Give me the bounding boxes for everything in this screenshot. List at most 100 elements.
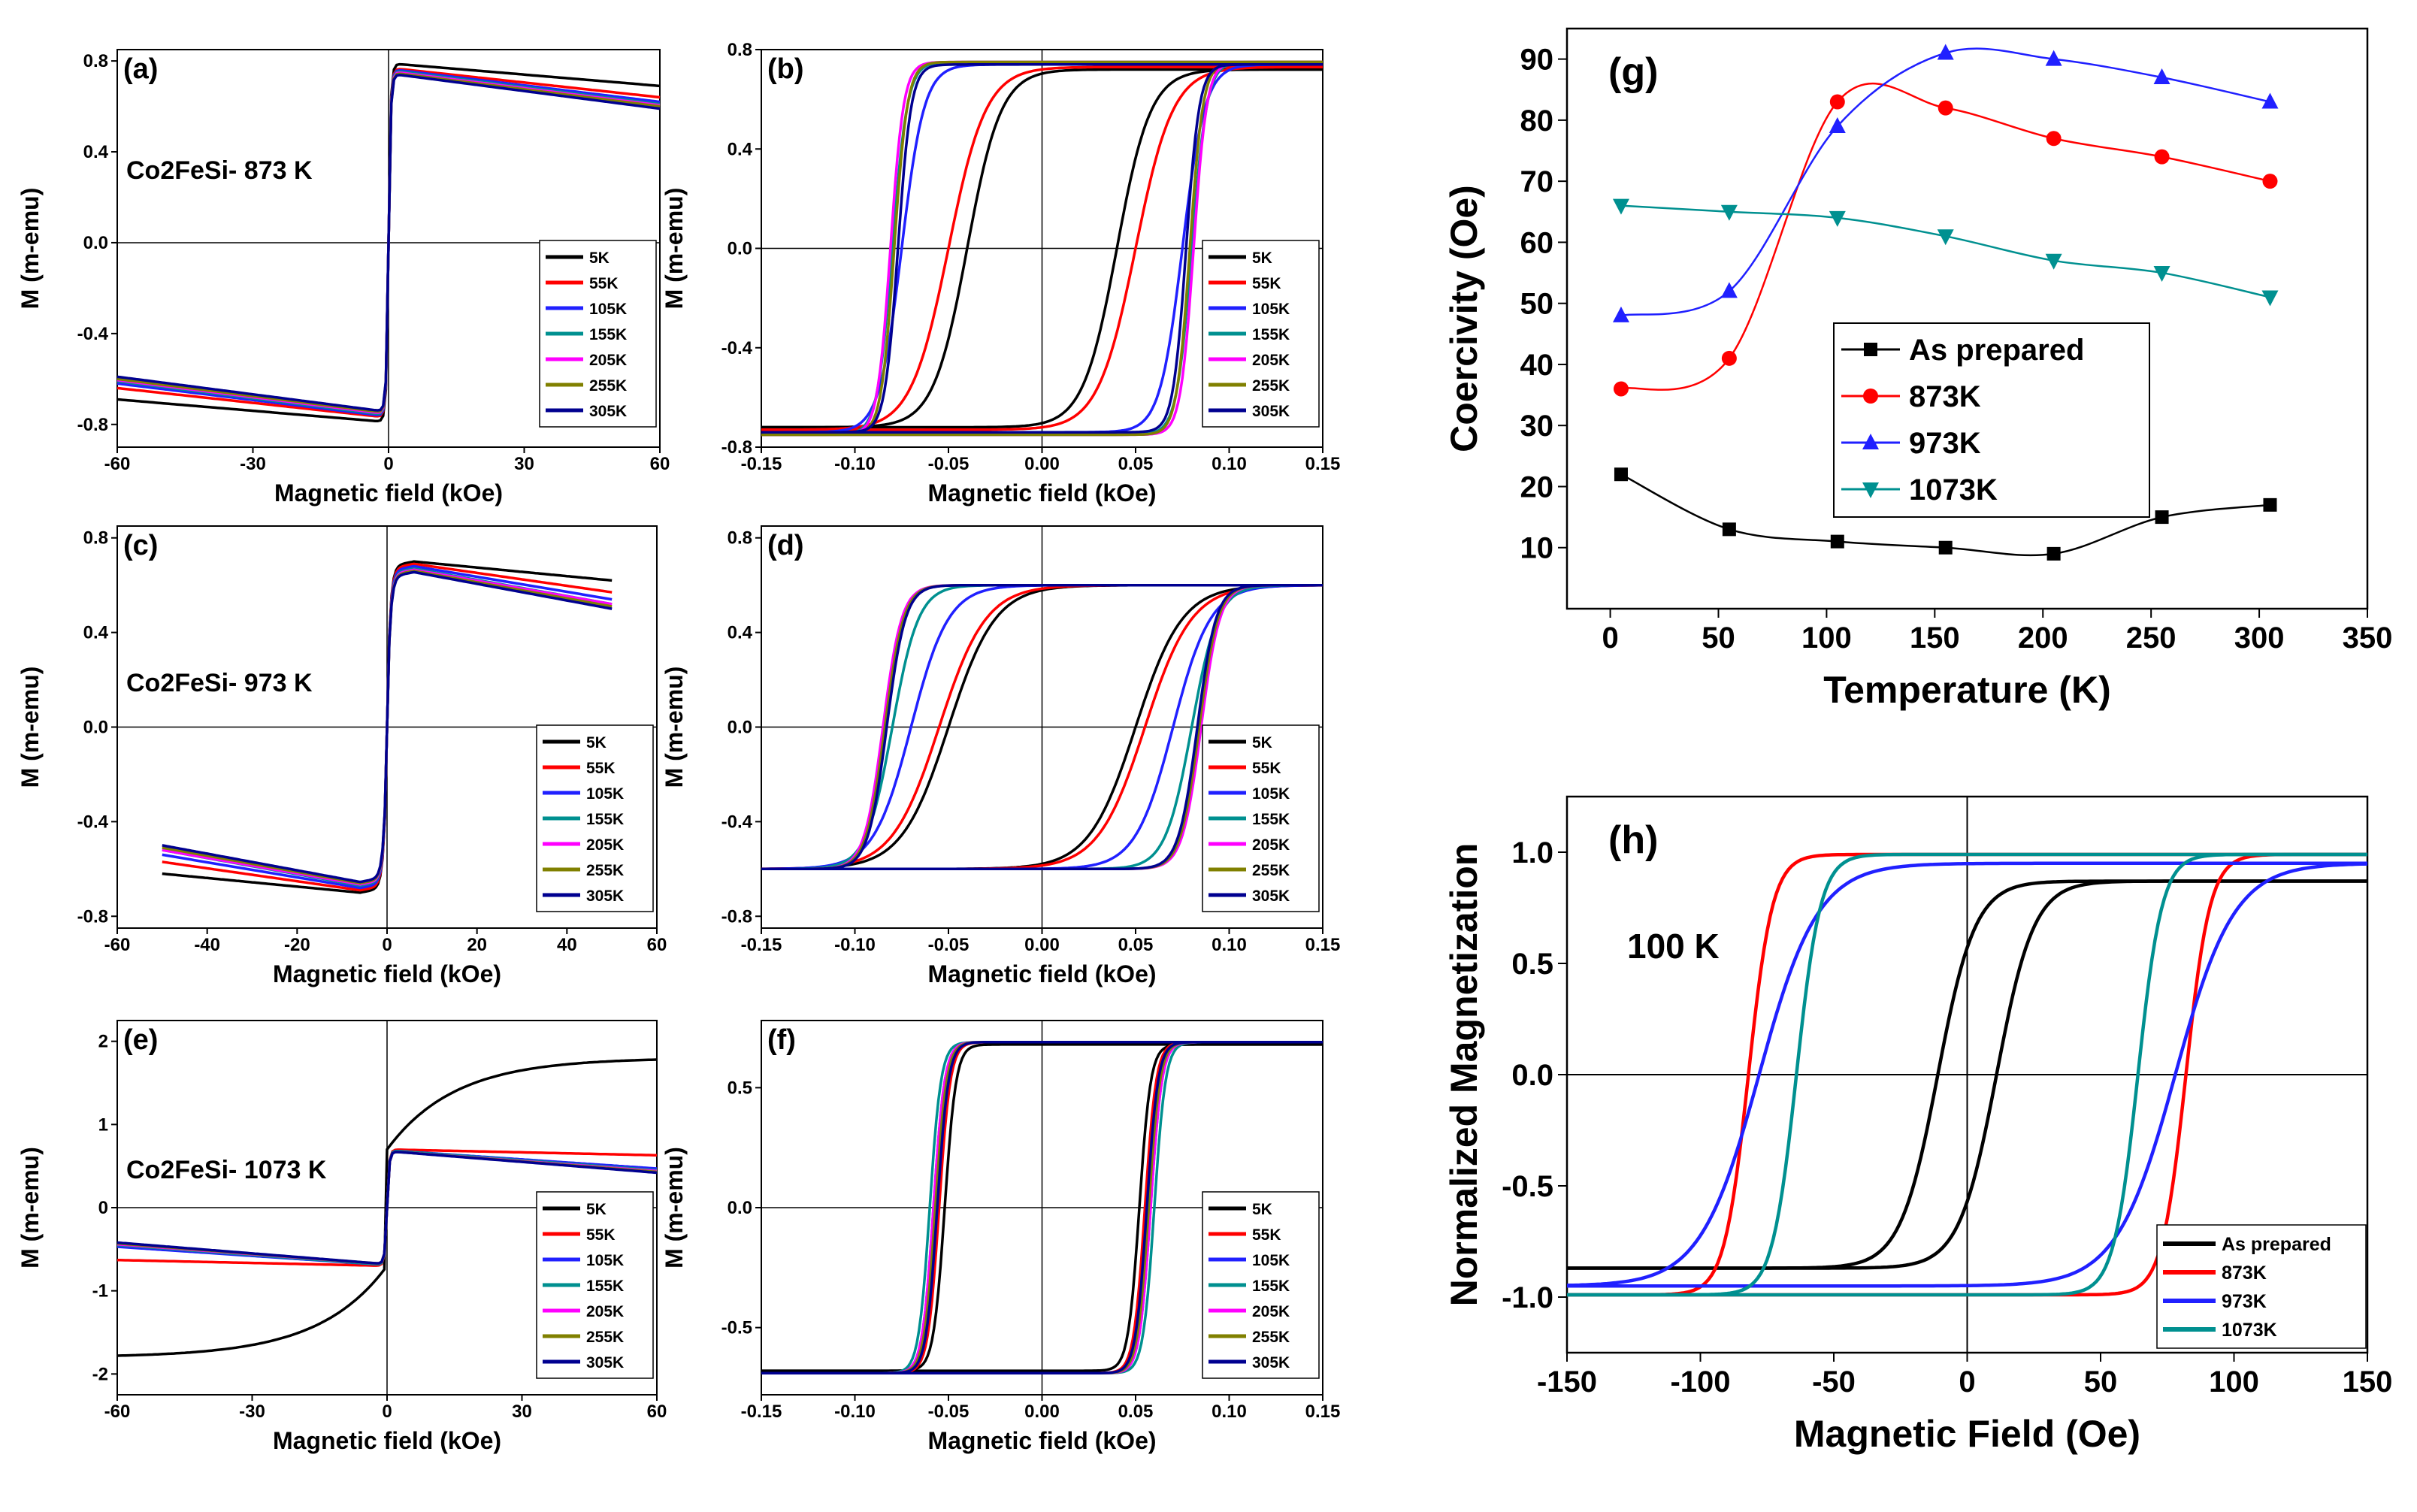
x-tick-label: -60: [104, 1402, 131, 1422]
annotation-text: Co2FeSi- 973 K: [126, 669, 313, 697]
y-tick-label: -0.8: [721, 906, 752, 927]
panel-f: -0.15 -0.10 -0.05 0.00 0.05 0.10 0.15 -0.5 0.0 0.…: [661, 1020, 1340, 1454]
legend-label: 5K: [1252, 734, 1272, 751]
y-axis-label: M (m-emu): [661, 1147, 688, 1269]
legend-label: 205K: [589, 352, 627, 369]
legend-label: 255K: [586, 862, 624, 879]
legend-box: [1202, 724, 1320, 912]
x-tick-label: -0.10: [834, 1402, 876, 1422]
x-tick-label: -40: [194, 935, 220, 955]
x-axis-label: Magnetic field (kOe): [927, 479, 1156, 507]
data-point-1073K: [1937, 229, 1954, 246]
x-tick-label: -0.05: [928, 454, 970, 474]
x-tick-label: 150: [1910, 621, 1960, 655]
legend-marker: [1862, 482, 1879, 498]
x-tick-label: 20: [467, 935, 487, 955]
legend-label: 155K: [1252, 811, 1290, 828]
y-tick-label: 0.0: [83, 233, 108, 253]
legend-label: 55K: [1252, 760, 1281, 777]
x-tick-label: 30: [512, 1402, 532, 1422]
legend-label: 55K: [1252, 275, 1281, 292]
legend-label: 305K: [586, 1354, 624, 1371]
legend-box: [1833, 322, 2150, 518]
legend-label: 105K: [589, 301, 627, 318]
x-tick-label: 0.15: [1305, 454, 1341, 474]
panel-e: -60 -30 0 30 60 -2 -1 0 1 2 Magnetic field (kOe) M …: [17, 1020, 667, 1454]
panel-label: (e): [123, 1024, 158, 1056]
data-point-As prepared: [1830, 534, 1844, 549]
data-point-973K: [1612, 306, 1629, 322]
y-tick-label: -2: [92, 1364, 108, 1384]
y-tick-label: 0.8: [83, 528, 108, 549]
y-tick-label: 0: [98, 1198, 108, 1218]
y-tick-label: 0.0: [728, 1198, 752, 1218]
y-tick-label: -0.5: [1502, 1170, 1553, 1203]
legend-label: 205K: [586, 1303, 624, 1320]
panel-label: (c): [123, 530, 158, 561]
legend-label: 305K: [589, 403, 627, 420]
x-tick-label: 100: [1801, 621, 1852, 655]
y-axis-label: Normalized Magnetization: [1443, 843, 1485, 1307]
y-tick-label: -0.8: [77, 415, 108, 435]
legend-label: 155K: [1252, 1278, 1290, 1295]
x-tick-label: -0.05: [928, 1402, 970, 1422]
legend-marker: [1864, 343, 1877, 356]
legend-label: 305K: [1252, 403, 1290, 420]
data-point-1073K: [2045, 253, 2062, 270]
x-tick-label: -0.15: [741, 935, 782, 955]
legend-label: 205K: [586, 836, 624, 854]
y-tick-label: 80: [1520, 104, 1554, 138]
legend-label: 305K: [1252, 888, 1290, 905]
data-point-1073K: [2261, 290, 2279, 307]
legend-label: 155K: [589, 326, 627, 343]
y-axis-label: M (m-emu): [661, 188, 688, 310]
data-point-873K: [2154, 149, 2170, 165]
legend-label: 155K: [586, 1278, 624, 1295]
data-point-As prepared: [1722, 522, 1736, 537]
panel-label: (g): [1608, 50, 1658, 94]
data-point-973K: [2261, 92, 2279, 109]
x-tick-label: 30: [514, 454, 534, 474]
y-tick-label: 0.0: [728, 718, 752, 738]
x-tick-label: 0.05: [1118, 1402, 1154, 1422]
legend-label: 1073K: [2222, 1320, 2277, 1341]
y-axis-label: M (m-emu): [17, 1147, 44, 1269]
panel-a: -60 -30 0 30 60 -0.8 -0.4 0.0 0.4 0.8 Magnetic fie…: [17, 49, 670, 507]
y-tick-label: -0.4: [721, 812, 753, 832]
series-line-973K: [1567, 862, 2368, 1288]
series-line-305K: [116, 1151, 658, 1265]
series-line-973K: [1566, 861, 2367, 1287]
series-line-305K: [116, 74, 661, 412]
y-axis-label: Coercivity (Oe): [1443, 185, 1485, 452]
x-tick-label: 0.10: [1212, 1402, 1247, 1422]
y-tick-label: 2: [98, 1032, 108, 1052]
x-axis-label: Magnetic field (kOe): [273, 1427, 501, 1454]
x-tick-label: -30: [240, 454, 266, 474]
x-tick-label: 0.00: [1024, 454, 1060, 474]
y-tick-label: 0.8: [728, 40, 752, 60]
y-tick-label: 90: [1520, 44, 1554, 77]
x-tick-label: 250: [2126, 621, 2177, 655]
x-axis-label: Magnetic field (kOe): [927, 960, 1156, 987]
x-tick-label: 50: [1702, 621, 1735, 655]
annotation-text: 100 K: [1627, 927, 1720, 966]
legend-label: 873K: [2222, 1263, 2267, 1284]
plot-frame: [1565, 27, 2369, 610]
data-point-973K: [2045, 50, 2062, 66]
y-tick-label: 1.0: [1511, 836, 1553, 869]
data-point-1073K: [1829, 210, 1846, 227]
x-tick-label: 60: [647, 1402, 667, 1422]
data-point-973K: [1937, 44, 1954, 60]
data-point-As prepared: [2263, 497, 2277, 512]
x-tick-label: -60: [104, 935, 131, 955]
legend-label: 5K: [1252, 249, 1272, 267]
y-tick-label: -1: [92, 1281, 108, 1302]
legend-label: 55K: [586, 1226, 616, 1244]
data-point-As prepared: [1614, 467, 1628, 482]
y-tick-label: -0.4: [77, 324, 109, 344]
x-tick-label: -100: [1670, 1365, 1730, 1399]
x-tick-label: -0.10: [834, 935, 876, 955]
panel-d: -0.15 -0.10 -0.05 0.00 0.05 0.10 0.15 -0.8 -0.4 0…: [661, 525, 1340, 987]
y-axis-label: M (m-emu): [17, 667, 44, 788]
x-tick-label: 60: [650, 454, 670, 474]
